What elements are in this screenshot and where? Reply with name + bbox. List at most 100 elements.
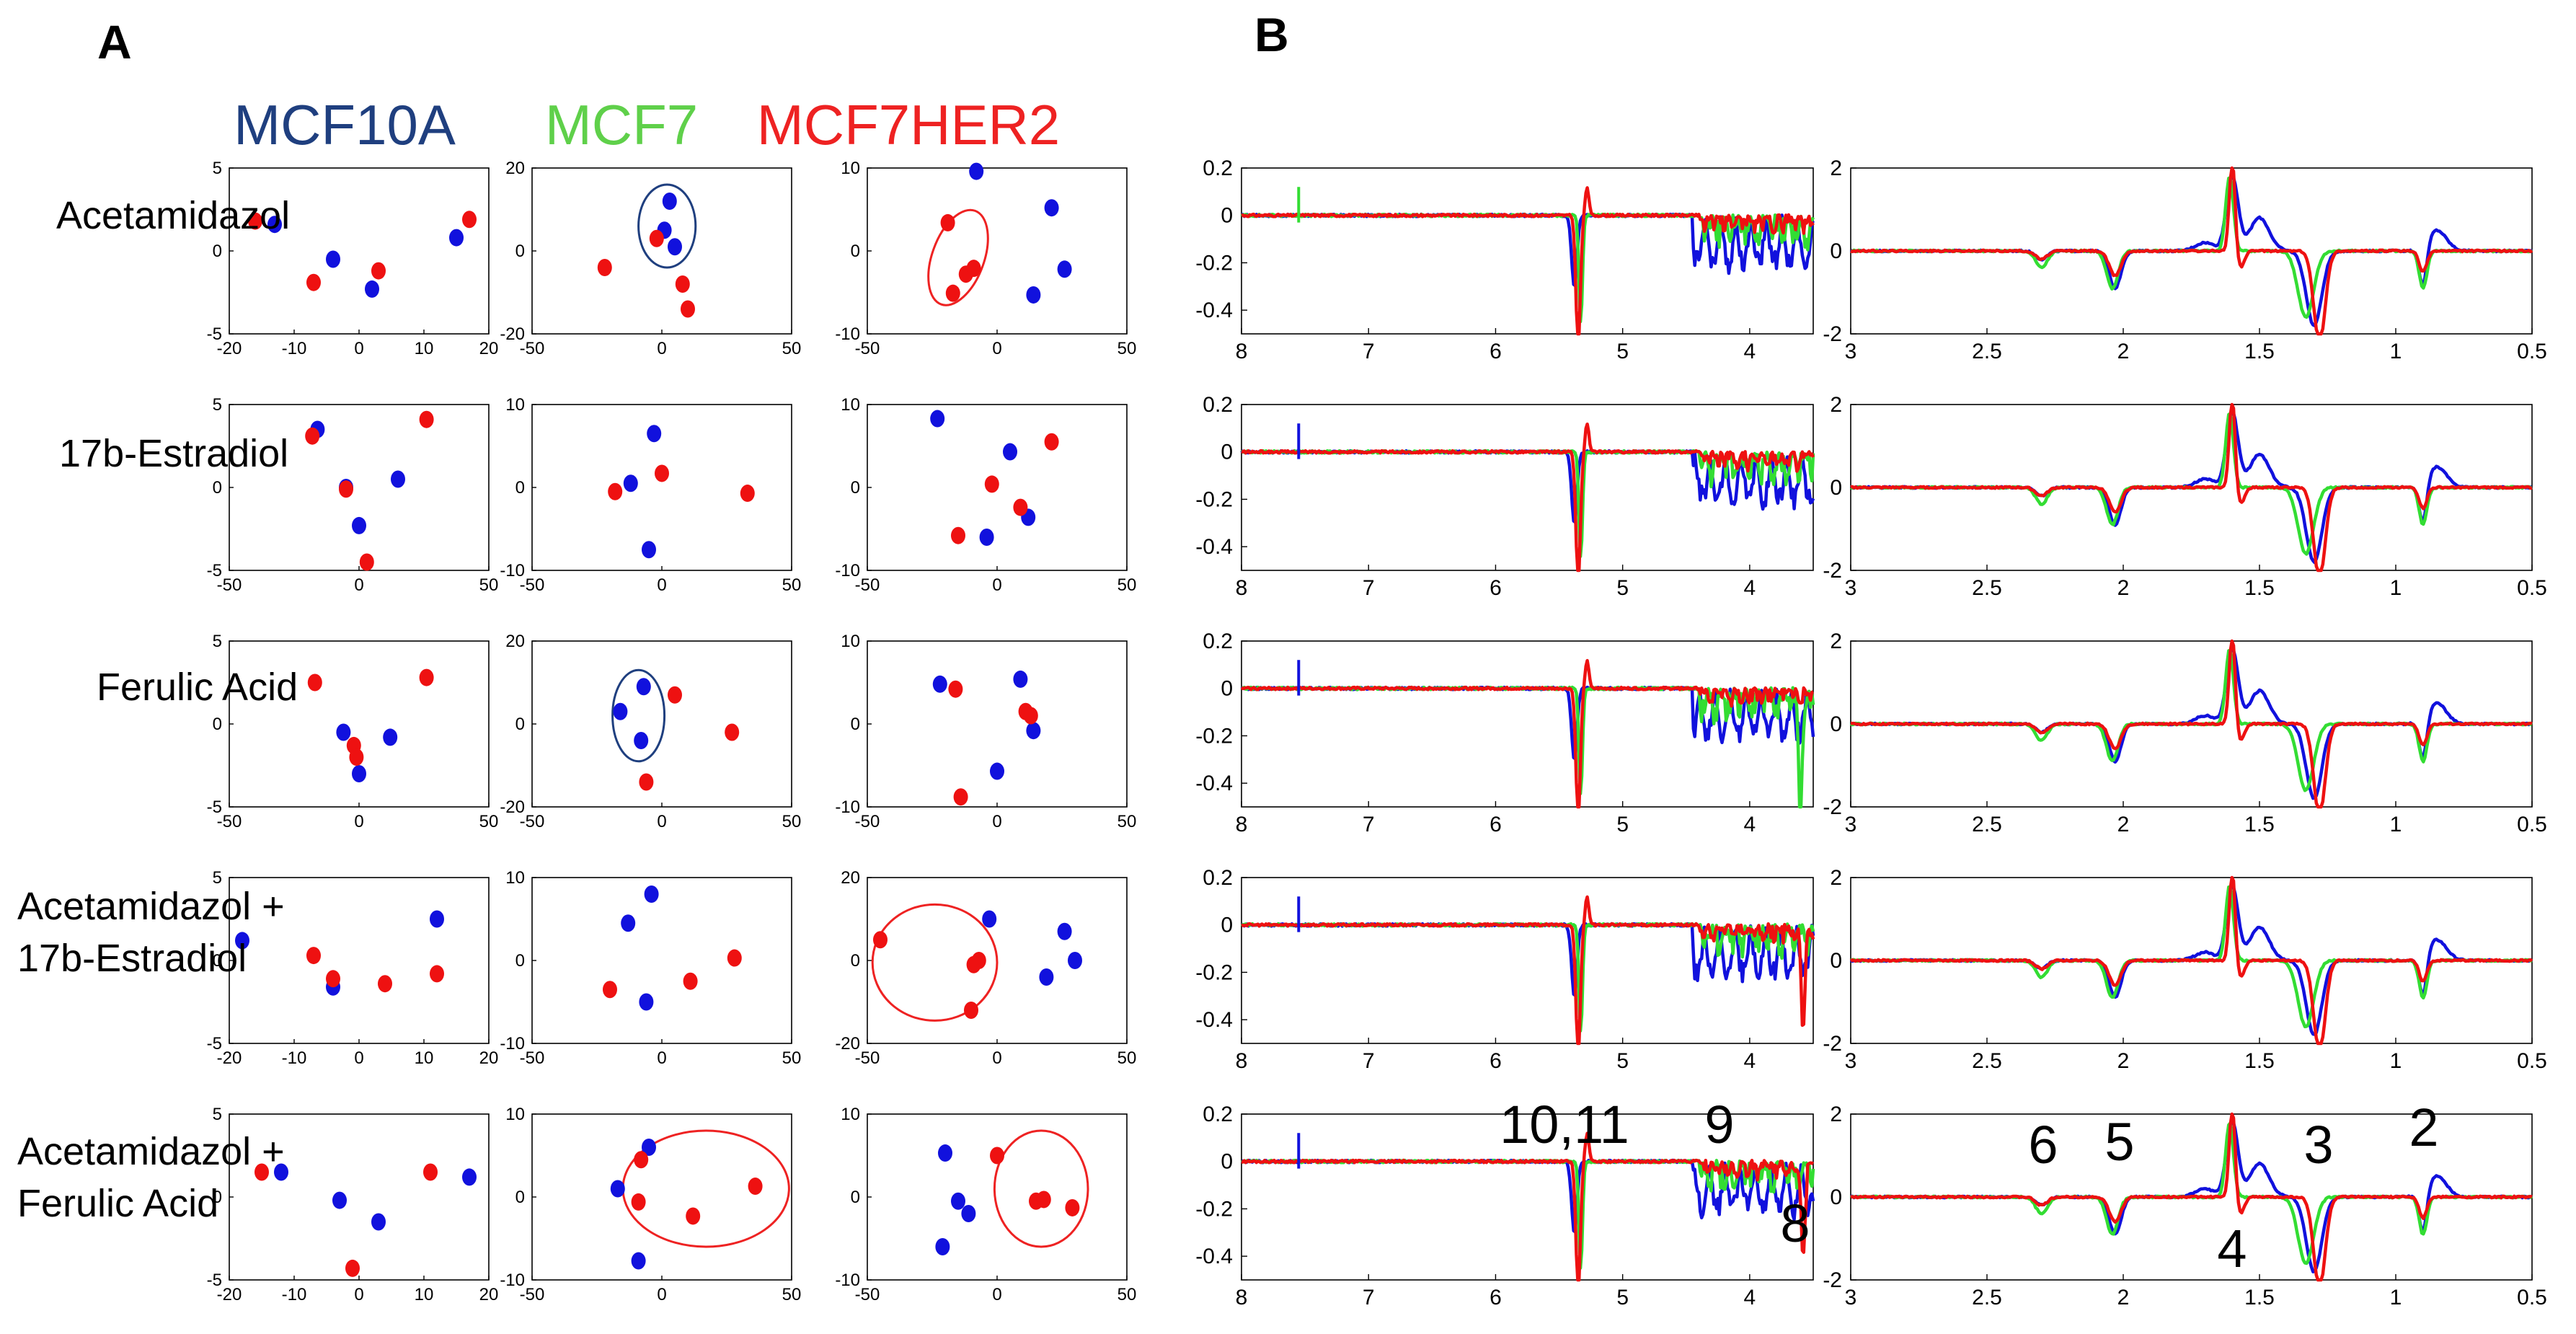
x-tick-label: 1.5 [2244, 576, 2275, 600]
y-tick-label: 0 [515, 951, 525, 971]
spectrum-panel-left-row-3: 8 7 6 5 4 0.2 0 -0.2 -0.4 [1195, 866, 1815, 1073]
group-ring [611, 668, 666, 763]
red-point [419, 668, 434, 686]
x-tick-label: 50 [479, 575, 499, 595]
x-tick-label: 1 [2390, 1049, 2402, 1073]
x-tick-label: 2.5 [1972, 813, 2002, 836]
group-ring [871, 903, 999, 1022]
peak-label-10-11: 10,11 [1500, 1095, 1629, 1154]
y-tick-label: 0 [213, 242, 222, 261]
mcf7her2-spectrum-line [1241, 422, 1815, 573]
spectrum-panel-right-row-0: 3 2.5 2 1.5 1 0.5 2 0 -2 [1823, 156, 2547, 363]
y-tick-label: -5 [207, 324, 222, 344]
blue-point [631, 1252, 646, 1270]
x-tick-label: 50 [479, 812, 499, 831]
plot-frame [867, 640, 1128, 808]
red-point [603, 981, 617, 999]
blue-point [274, 1163, 288, 1181]
x-tick-label: 2 [2117, 1049, 2130, 1073]
y-tick-label: 5 [213, 868, 222, 888]
red-point [655, 464, 669, 482]
blue-point [642, 1139, 656, 1156]
y-tick-label: 0 [1221, 1150, 1233, 1174]
x-tick-label: 2 [2117, 813, 2130, 836]
blue-point [621, 914, 636, 932]
blue-point [1057, 260, 1072, 278]
x-tick-label: -50 [520, 1285, 545, 1304]
x-tick-label: 0 [657, 812, 666, 831]
y-tick-label: -20 [500, 798, 525, 817]
blue-point [979, 529, 994, 546]
x-tick-label: -50 [520, 1048, 545, 1068]
x-tick-label: 2.5 [1972, 1286, 2002, 1309]
x-tick-label: 3 [1845, 1286, 1857, 1309]
blue-point [383, 728, 398, 746]
blue-point [961, 1205, 976, 1222]
red-point [966, 260, 981, 278]
x-tick-label: 8 [1236, 340, 1248, 363]
red-point [608, 482, 623, 500]
x-tick-label: 50 [1117, 1285, 1137, 1304]
y-tick-label: -0.2 [1195, 251, 1233, 275]
red-point [371, 262, 386, 280]
y-tick-label: 2 [1830, 1103, 1842, 1126]
x-tick-label: 7 [1363, 340, 1375, 363]
x-tick-label: 0 [354, 339, 363, 358]
x-tick-label: 10 [415, 1048, 434, 1068]
y-tick-label: 0 [1830, 239, 1842, 263]
y-tick-label: 0 [851, 715, 860, 734]
y-tick-label: 0 [851, 951, 860, 971]
y-tick-label: 5 [213, 395, 222, 415]
blue-point [613, 702, 628, 720]
y-tick-label: 2 [1830, 866, 1842, 890]
x-tick-label: 1 [2390, 576, 2402, 600]
panel-a-label: A [97, 15, 132, 69]
y-tick-label: -20 [835, 1034, 860, 1053]
red-point [423, 1163, 438, 1181]
x-tick-label: 6 [1490, 1286, 1502, 1309]
spectrum-panel-left-row-1: 8 7 6 5 4 0.2 0 -0.2 -0.4 [1195, 393, 1815, 600]
x-tick-label: 7 [1363, 813, 1375, 836]
y-tick-label: 5 [213, 159, 222, 178]
scatter-panel-mcf10a-row-4: -20 -10 0 10 20 5 0 -5 [207, 1105, 499, 1304]
y-tick-label: 10 [505, 868, 525, 888]
y-tick-label: 0 [515, 715, 525, 734]
row-label-ferulic-acid: Ferulic Acid [97, 666, 298, 709]
red-point [990, 1147, 1004, 1165]
mcf7her2-spectrum-line [1241, 1131, 1815, 1282]
blue-point [1044, 199, 1059, 217]
x-tick-label: 0 [354, 1285, 363, 1304]
y-tick-label: 0.2 [1203, 156, 1233, 180]
spectrum-panel-left-row-4: 8 7 6 5 4 0.2 0 -0.2 -0.4 [1195, 1103, 1815, 1309]
x-tick-label: 0 [992, 575, 1001, 595]
blue-point [371, 1213, 386, 1231]
x-tick-label: -50 [520, 575, 545, 595]
blue-point [267, 216, 282, 234]
y-tick-label: 5 [213, 632, 222, 651]
x-tick-label: 0 [992, 1285, 1001, 1304]
red-point [430, 965, 444, 983]
y-tick-label: 0 [1221, 204, 1233, 228]
y-tick-label: 0 [1830, 476, 1842, 500]
y-tick-label: 0 [851, 478, 860, 498]
blue-point [1057, 922, 1072, 940]
x-tick-label: 4 [1744, 1286, 1756, 1309]
x-tick-label: -20 [217, 1285, 242, 1304]
plot-frame [531, 1113, 792, 1281]
red-point [248, 212, 262, 230]
y-tick-label: 2 [1830, 393, 1842, 417]
x-tick-label: 20 [479, 1048, 499, 1068]
x-tick-label: 1.5 [2244, 1049, 2275, 1073]
red-point [1013, 498, 1028, 516]
peak-label-9: 9 [1704, 1095, 1734, 1154]
red-point [306, 273, 321, 291]
y-tick-label: -0.2 [1195, 487, 1233, 511]
x-tick-label: 1 [2390, 813, 2402, 836]
peak-label-3: 3 [2303, 1115, 2333, 1175]
x-tick-label: 0 [992, 812, 1001, 831]
x-tick-label: 5 [1616, 340, 1629, 363]
red-point [681, 300, 695, 318]
